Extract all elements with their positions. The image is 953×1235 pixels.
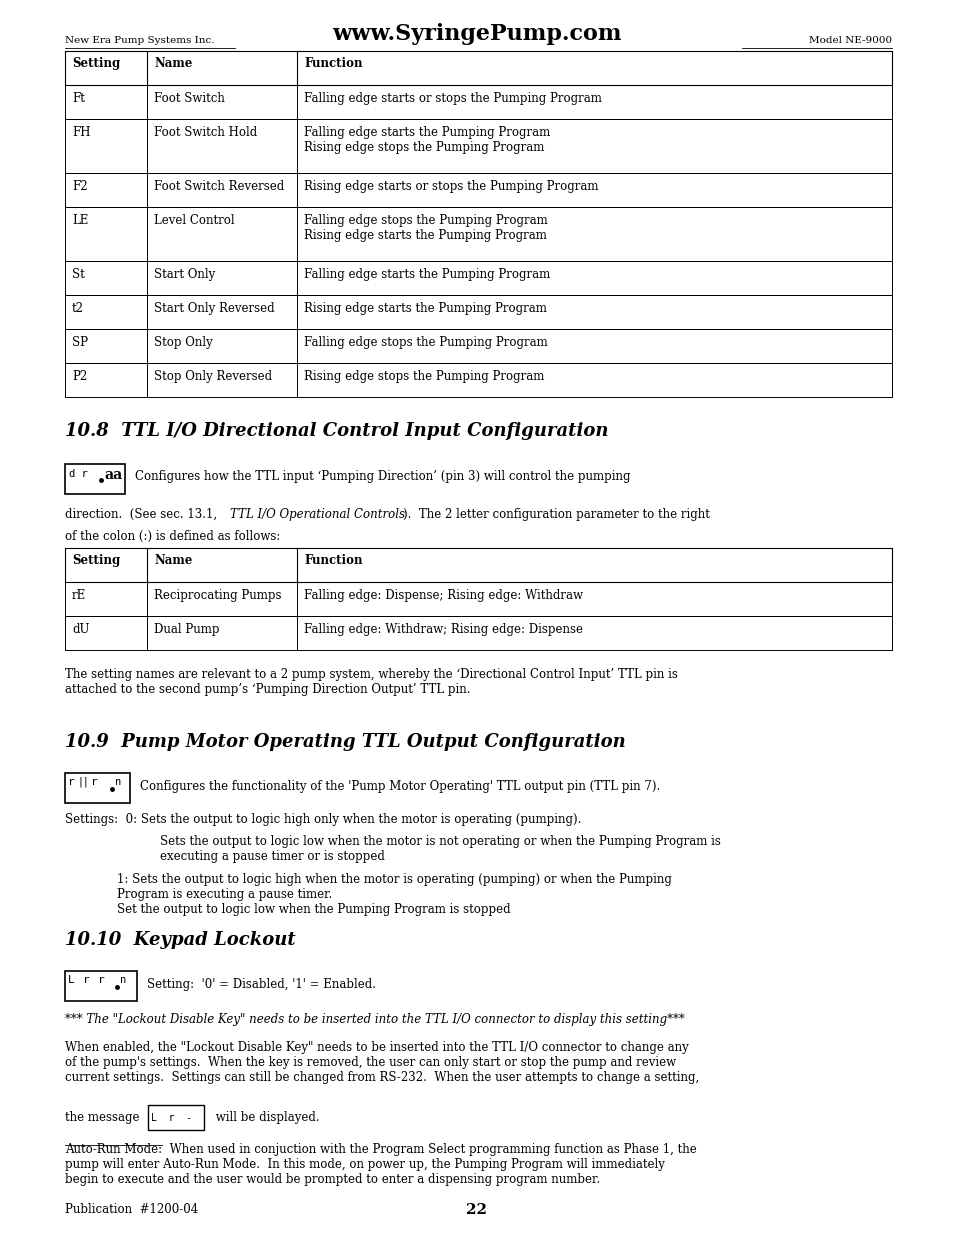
Text: Sets the output to logic low when the motor is not operating or when the Pumping: Sets the output to logic low when the mo… xyxy=(160,835,720,863)
Text: P2: P2 xyxy=(71,370,87,383)
Text: L: L xyxy=(68,974,74,986)
Text: Falling edge stops the Pumping Program: Falling edge stops the Pumping Program xyxy=(304,336,547,350)
Text: Model NE-9000: Model NE-9000 xyxy=(808,36,891,44)
Bar xyxy=(148,1105,204,1130)
Text: will be displayed.: will be displayed. xyxy=(212,1112,319,1124)
Text: F2: F2 xyxy=(71,180,88,193)
Text: Setting: Setting xyxy=(71,57,120,70)
Text: dU: dU xyxy=(71,622,90,636)
Text: 22: 22 xyxy=(466,1203,487,1216)
Text: Function: Function xyxy=(304,555,362,567)
Text: Setting: Setting xyxy=(71,555,120,567)
Text: Rising edge starts or stops the Pumping Program: Rising edge starts or stops the Pumping … xyxy=(304,180,598,193)
Text: Function: Function xyxy=(304,57,362,70)
Text: Foot Switch Hold: Foot Switch Hold xyxy=(153,126,257,140)
Text: New Era Pump Systems Inc.: New Era Pump Systems Inc. xyxy=(65,36,214,44)
Bar xyxy=(65,464,125,494)
Text: aa: aa xyxy=(104,468,122,482)
Text: t2: t2 xyxy=(71,303,84,315)
Text: Level Control: Level Control xyxy=(153,214,234,227)
Text: Falling edge starts or stops the Pumping Program: Falling edge starts or stops the Pumping… xyxy=(304,91,601,105)
Text: Stop Only Reversed: Stop Only Reversed xyxy=(153,370,272,383)
Text: Auto-Run Mode:  When used in conjuction with the Program Select programming func: Auto-Run Mode: When used in conjuction w… xyxy=(65,1144,696,1186)
Text: Foot Switch Reversed: Foot Switch Reversed xyxy=(153,180,284,193)
Text: r: r xyxy=(68,777,74,787)
Text: Reciprocating Pumps: Reciprocating Pumps xyxy=(153,589,281,601)
Text: n: n xyxy=(115,777,121,787)
Text: Falling edge starts the Pumping Program
Rising edge stops the Pumping Program: Falling edge starts the Pumping Program … xyxy=(304,126,550,154)
Text: Rising edge starts the Pumping Program: Rising edge starts the Pumping Program xyxy=(304,303,546,315)
Text: Setting:  '0' = Disabled, '1' = Enabled.: Setting: '0' = Disabled, '1' = Enabled. xyxy=(147,978,375,990)
Text: SP: SP xyxy=(71,336,88,350)
Text: Dual Pump: Dual Pump xyxy=(153,622,219,636)
Text: TTL I/O Operational Controls: TTL I/O Operational Controls xyxy=(230,508,405,521)
Text: r: r xyxy=(83,974,90,986)
Text: the message: the message xyxy=(65,1112,143,1124)
Text: Name: Name xyxy=(153,555,193,567)
Text: r: r xyxy=(91,777,97,787)
Text: 10.10  Keypad Lockout: 10.10 Keypad Lockout xyxy=(65,931,295,948)
Text: Name: Name xyxy=(153,57,193,70)
Text: d r: d r xyxy=(69,469,88,479)
Text: Foot Switch: Foot Switch xyxy=(153,91,225,105)
Text: rE: rE xyxy=(71,589,86,601)
Text: www.SyringePump.com: www.SyringePump.com xyxy=(332,23,621,44)
Text: Falling edge stops the Pumping Program
Rising edge starts the Pumping Program: Falling edge stops the Pumping Program R… xyxy=(304,214,547,242)
Bar xyxy=(65,773,130,803)
Text: Stop Only: Stop Only xyxy=(153,336,213,350)
Text: n: n xyxy=(120,974,126,986)
Text: ||: || xyxy=(78,777,90,788)
Text: r: r xyxy=(98,974,105,986)
Text: ).  The 2 letter configuration parameter to the right: ). The 2 letter configuration parameter … xyxy=(402,508,709,521)
Text: LE: LE xyxy=(71,214,89,227)
Text: direction.  (See sec. 13.1,: direction. (See sec. 13.1, xyxy=(65,508,221,521)
Text: of the colon (:) is defined as follows:: of the colon (:) is defined as follows: xyxy=(65,530,280,543)
Text: Configures the functionality of the 'Pump Motor Operating' TTL output pin (TTL p: Configures the functionality of the 'Pum… xyxy=(140,781,659,793)
Text: Configures how the TTL input ‘Pumping Direction’ (pin 3) will control the pumpin: Configures how the TTL input ‘Pumping Di… xyxy=(135,471,630,483)
Text: 10.8  TTL I/O Directional Control Input Configuration: 10.8 TTL I/O Directional Control Input C… xyxy=(65,422,608,440)
Text: *** The "Lockout Disable Key" needs to be inserted into the TTL I/O connector to: *** The "Lockout Disable Key" needs to b… xyxy=(65,1013,684,1026)
Text: Falling edge starts the Pumping Program: Falling edge starts the Pumping Program xyxy=(304,268,550,282)
Text: Start Only: Start Only xyxy=(153,268,215,282)
Text: St: St xyxy=(71,268,85,282)
Text: Start Only Reversed: Start Only Reversed xyxy=(153,303,274,315)
Text: 10.9  Pump Motor Operating TTL Output Configuration: 10.9 Pump Motor Operating TTL Output Con… xyxy=(65,734,625,751)
Text: Settings:  0: Sets the output to logic high only when the motor is operating (pu: Settings: 0: Sets the output to logic hi… xyxy=(65,813,580,826)
Text: L  r  -: L r - xyxy=(151,1113,192,1123)
Text: Ft: Ft xyxy=(71,91,85,105)
Text: Falling edge: Dispense; Rising edge: Withdraw: Falling edge: Dispense; Rising edge: Wit… xyxy=(304,589,582,601)
Text: FH: FH xyxy=(71,126,91,140)
Text: Publication  #1200-04: Publication #1200-04 xyxy=(65,1203,198,1216)
Text: Falling edge: Withdraw; Rising edge: Dispense: Falling edge: Withdraw; Rising edge: Dis… xyxy=(304,622,582,636)
Bar xyxy=(65,971,137,1002)
Text: 1: Sets the output to logic high when the motor is operating (pumping) or when t: 1: Sets the output to logic high when th… xyxy=(117,873,671,916)
Text: The setting names are relevant to a 2 pump system, whereby the ‘Directional Cont: The setting names are relevant to a 2 pu… xyxy=(65,668,678,697)
Text: Rising edge stops the Pumping Program: Rising edge stops the Pumping Program xyxy=(304,370,544,383)
Text: When enabled, the "Lockout Disable Key" needs to be inserted into the TTL I/O co: When enabled, the "Lockout Disable Key" … xyxy=(65,1041,699,1084)
